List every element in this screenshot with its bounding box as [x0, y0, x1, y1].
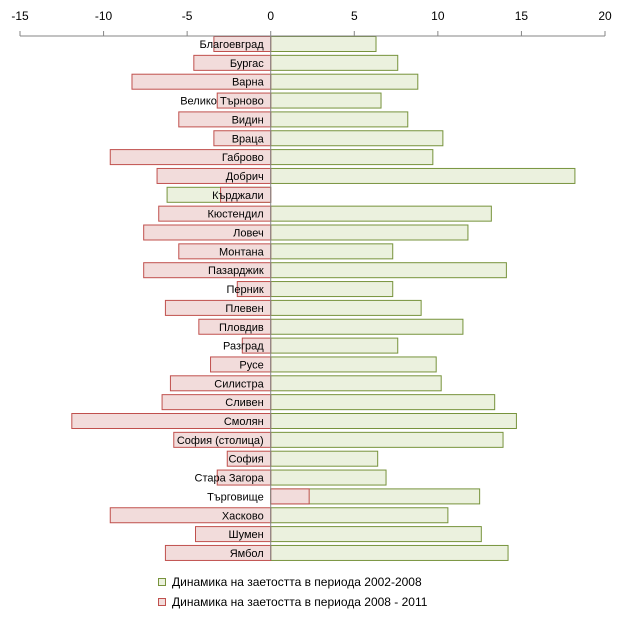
- x-tick-label: 5: [351, 9, 358, 23]
- bar-2002-2008: [270, 356, 437, 373]
- x-tick-label: 15: [515, 9, 529, 23]
- category-label: Русе: [239, 359, 263, 371]
- bar-2002-2008: [270, 318, 464, 335]
- bar-2002-2008: [270, 450, 379, 467]
- category-label: Ловеч: [233, 228, 264, 240]
- bar-2002-2008: [270, 262, 507, 279]
- x-tick-label: -5: [182, 9, 193, 23]
- category-label: Кърджали: [212, 190, 264, 202]
- category-label: Сливен: [225, 397, 263, 409]
- category-label: Варна: [232, 77, 265, 89]
- category-label: Перник: [227, 284, 264, 296]
- x-tick-label: -10: [95, 9, 113, 23]
- bar-2002-2008: [270, 299, 422, 316]
- x-tick-label: 0: [267, 9, 274, 23]
- category-label: Пазарджик: [208, 265, 264, 277]
- bar-2002-2008: [270, 431, 504, 448]
- bar-2002-2008: [270, 92, 382, 109]
- category-label: Хасково: [222, 510, 264, 522]
- category-label: Монтана: [219, 246, 265, 258]
- x-tick-label: -15: [11, 9, 29, 23]
- bar-2002-2008: [270, 36, 377, 52]
- bar-2002-2008: [270, 243, 394, 260]
- bar-2002-2008: [270, 394, 496, 411]
- category-label: Видин: [232, 114, 264, 126]
- category-label: София (столица): [177, 435, 264, 447]
- category-label: Ямбол: [230, 548, 264, 560]
- legend-swatch-green: [158, 578, 166, 586]
- category-label: Пловдив: [219, 322, 264, 334]
- category-label: Силистра: [214, 378, 264, 390]
- bar-2002-2008: [270, 337, 399, 354]
- category-label: София: [228, 454, 263, 466]
- legend-swatch-red: [158, 598, 166, 606]
- bar-2002-2008: [270, 54, 399, 71]
- bar-2002-2008: [270, 281, 394, 298]
- bar-2002-2008: [270, 224, 469, 241]
- category-label: Благоевград: [200, 39, 265, 51]
- bar-2002-2008: [270, 469, 387, 486]
- category-label: Шумен: [228, 529, 263, 541]
- bar-2002-2008: [270, 375, 442, 392]
- bar-2002-2008: [270, 149, 434, 166]
- bar-2002-2008: [270, 205, 492, 222]
- category-label: Разград: [223, 341, 264, 353]
- category-label: Стара Загора: [195, 473, 265, 485]
- x-tick-label: 20: [598, 9, 612, 23]
- bar-2002-2008: [270, 167, 576, 184]
- legend: Динамика на заетостта в периода 2002-200…: [158, 572, 427, 612]
- bar-2002-2008: [270, 73, 419, 90]
- bar-2002-2008: [270, 111, 409, 128]
- legend-item-2008-2011: Динамика на заетостта в периода 2008 - 2…: [158, 592, 427, 612]
- category-label: Велико Търново: [180, 96, 264, 108]
- bar-2002-2008: [270, 130, 444, 147]
- category-label: Кюстендил: [207, 209, 263, 221]
- category-label: Плевен: [225, 303, 263, 315]
- x-tick-label: 10: [431, 9, 445, 23]
- bar-2002-2008: [270, 526, 482, 543]
- bar-2002-2008: [270, 413, 517, 429]
- category-label: Бургас: [230, 58, 264, 70]
- category-label: Добрич: [226, 171, 264, 183]
- category-label: Смолян: [224, 416, 264, 428]
- category-label: Търговище: [207, 491, 264, 503]
- bar-2002-2008: [270, 544, 509, 561]
- bar-2008-2011: [270, 488, 310, 505]
- legend-label-2008-2011: Динамика на заетостта в периода 2008 - 2…: [172, 595, 428, 609]
- legend-label-2002-2008: Динамика на заетостта в периода 2002-200…: [172, 575, 422, 589]
- bar-chart: -15 -10 -5 0 5 10 15 20 Благоевград Бургас Варна В…: [11, 9, 612, 561]
- legend-item-2002-2008: Динамика на заетостта в периода 2002-200…: [158, 572, 427, 592]
- category-label: Габрово: [222, 152, 264, 164]
- category-label: Враца: [232, 133, 265, 145]
- bar-2002-2008: [270, 507, 449, 524]
